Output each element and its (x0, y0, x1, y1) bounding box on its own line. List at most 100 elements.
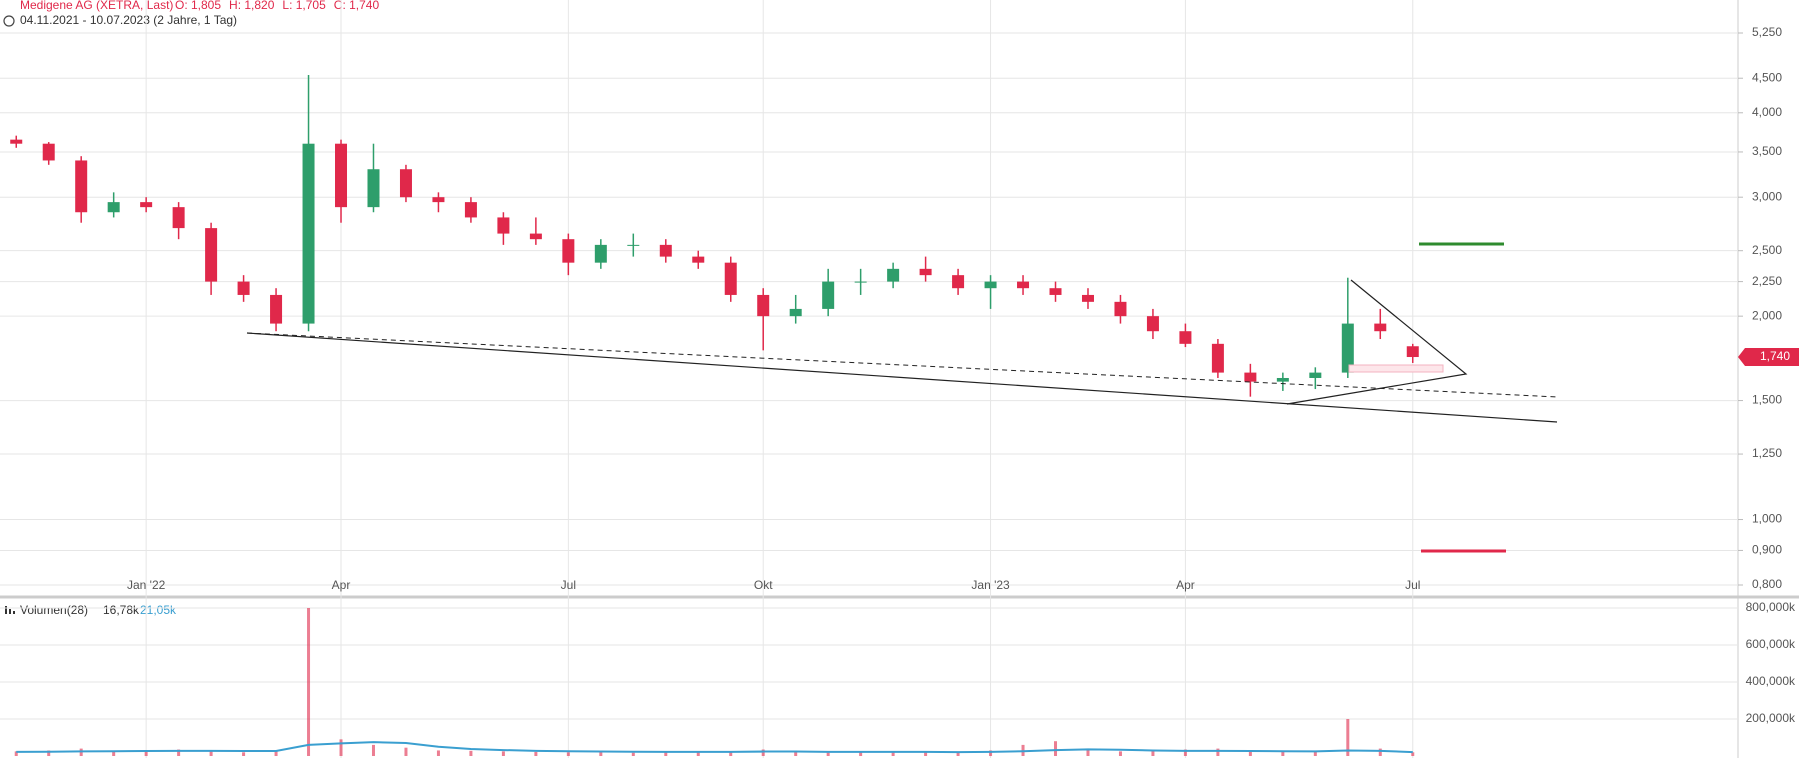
candle-body (107, 202, 120, 213)
y-tick-label: 2,000 (1752, 308, 1782, 322)
y-tick-label: 1,500 (1752, 393, 1782, 407)
volume-bar (794, 752, 798, 756)
volume-bar (664, 752, 668, 756)
volume-bar (1086, 748, 1090, 756)
y-tick-label: 200,000k (1746, 711, 1796, 725)
volume-bar (826, 752, 830, 756)
price-label-bg (1738, 348, 1799, 367)
candle-body (919, 268, 932, 276)
candle-body (659, 244, 672, 257)
y-tick-label: 3,500 (1752, 144, 1782, 158)
candle-body (464, 202, 477, 218)
volume-bar (501, 751, 505, 756)
volume-bar (1054, 741, 1058, 756)
volume-bar (631, 752, 635, 756)
volume-bar (1151, 750, 1155, 756)
x-tick-label: Apr (332, 578, 351, 592)
volume-bar (14, 751, 18, 756)
candle-body (1114, 301, 1127, 317)
candle-body (10, 139, 23, 144)
candle-body (1276, 377, 1289, 382)
candle-body (335, 143, 348, 208)
volume-bar (859, 751, 863, 756)
candle-body (1341, 323, 1354, 373)
ohlc-value: H: 1,820 (229, 0, 275, 12)
price-label: 1,740 (1760, 349, 1790, 363)
volume-bar (924, 752, 928, 756)
candle-body (594, 244, 607, 263)
candle-body (854, 281, 867, 283)
volume-ma-value: 21,05k (140, 603, 177, 617)
volume-value: 16,78k (103, 603, 140, 617)
candle-body (1244, 372, 1257, 382)
candle-body (302, 143, 315, 324)
candle-body (1309, 372, 1322, 378)
volume-bar (1183, 749, 1187, 756)
ohlc-value: O: 1,805 (175, 0, 221, 12)
volume-bar (1346, 719, 1350, 756)
volume-bar (274, 751, 278, 756)
ohlc-value: C: 1,740 (334, 0, 380, 12)
candle-body (399, 169, 412, 198)
candle-body (1179, 331, 1192, 344)
volume-bar (1216, 748, 1220, 756)
x-tick-label: Okt (754, 578, 773, 592)
volume-bar (1248, 750, 1252, 756)
volume-bar (144, 751, 148, 756)
volume-bar (404, 747, 408, 756)
candle-body (497, 217, 510, 234)
y-tick-label: 1,250 (1752, 446, 1782, 460)
volume-bar (209, 750, 213, 756)
y-tick-label: 1,000 (1752, 512, 1782, 526)
y-tick-label: 3,000 (1752, 189, 1782, 203)
trendline (246, 332, 1558, 423)
candle-body (757, 294, 770, 317)
candle-body (1049, 288, 1062, 295)
volume-ma-line (16, 741, 1413, 754)
volume-bar (177, 749, 181, 756)
candle-body (42, 143, 55, 161)
y-tick-label: 4,000 (1752, 105, 1782, 119)
volume-bar (112, 750, 116, 756)
candle-body (75, 160, 88, 213)
zone (1348, 364, 1444, 373)
triangle (1286, 279, 1468, 405)
volume-bar (1411, 752, 1415, 756)
candle-body (562, 239, 575, 263)
candle-body (1017, 281, 1030, 289)
x-tick-label: Jan '22 (127, 578, 166, 592)
candle-body (270, 294, 283, 324)
candle-body (172, 207, 185, 229)
x-tick-label: Jan '23 (971, 578, 1010, 592)
ohlc-header: O: 1,805 H: 1,820 L: 1,705 C: 1,740 (175, 0, 379, 12)
y-tick-label: 2,500 (1752, 243, 1782, 257)
volume-icon (13, 611, 15, 614)
volume-bar (566, 752, 570, 756)
volume-bar (1281, 751, 1285, 756)
x-tick-label: Jul (1405, 578, 1420, 592)
volume-bar (761, 749, 765, 756)
volume-bar (371, 744, 375, 756)
candle-body (984, 281, 997, 289)
trendline-dashed (246, 332, 1558, 398)
candle-body (1211, 343, 1224, 373)
period: 04.11.2021 - 10.07.2023 (2 Jahre, 1 Tag) (20, 13, 237, 27)
candle-body (205, 228, 218, 282)
y-tick-label: 5,250 (1752, 25, 1782, 39)
y-tick-label: 0,800 (1752, 577, 1782, 591)
candle-body (432, 197, 445, 203)
volume-bar (1313, 751, 1317, 756)
y-tick-label: 600,000k (1746, 637, 1796, 651)
volume-bar (47, 750, 51, 756)
candle-body (1146, 316, 1159, 332)
volume-bar (534, 751, 538, 756)
candle-body (692, 256, 705, 263)
candle-body (627, 244, 640, 246)
candle-body (1374, 323, 1387, 332)
volume-bar (242, 752, 246, 756)
volume-bar (956, 752, 960, 756)
volume-bar (1118, 751, 1122, 756)
